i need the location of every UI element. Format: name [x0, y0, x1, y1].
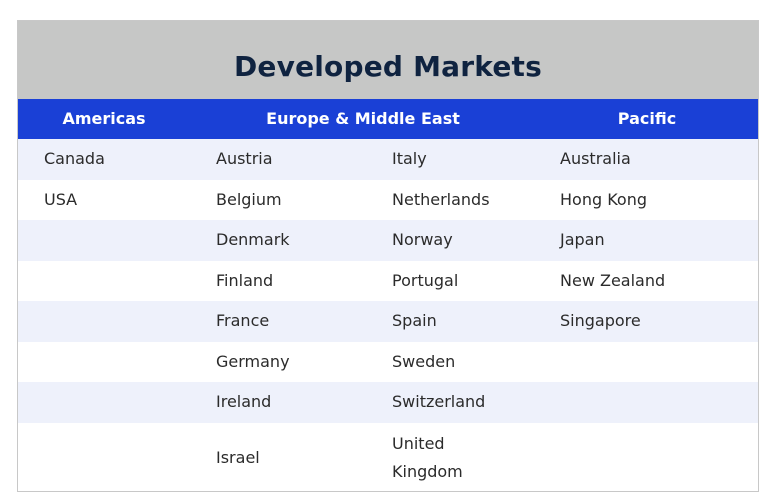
- table-row: Ireland Switzerland: [18, 382, 758, 423]
- column-header-europe-middle-east: Europe & Middle East: [266, 109, 460, 128]
- table-title: Developed Markets: [233, 50, 542, 83]
- europe-cell: Portugal: [392, 270, 459, 290]
- americas-cell: [44, 382, 194, 423]
- table-row: Finland Portugal New Zealand: [18, 261, 758, 302]
- americas-cell: [44, 261, 194, 302]
- americas-cell: [44, 301, 194, 342]
- pacific-cell: [560, 382, 750, 423]
- americas-cell: [44, 342, 194, 383]
- table-row: Germany Sweden: [18, 342, 758, 383]
- europe-cell: Switzerland: [392, 392, 486, 412]
- europe-cell: Norway: [392, 230, 453, 250]
- europe-cell: Israel: [216, 447, 260, 467]
- europe-cell: United Kingdom: [392, 433, 463, 481]
- americas-cell: [44, 220, 194, 261]
- americas-cell: [44, 423, 194, 492]
- table-row: Israel United Kingdom: [18, 423, 758, 492]
- table-row: Canada Austria Italy Australia: [18, 139, 758, 180]
- pacific-cell: New Zealand: [560, 270, 666, 290]
- pacific-cell: Singapore: [560, 311, 641, 331]
- pacific-cell: [560, 423, 750, 492]
- europe-cell: Sweden: [392, 351, 456, 371]
- developed-markets-table: Developed Markets Americas Europe & Midd…: [17, 20, 759, 492]
- americas-cell: Canada: [44, 149, 105, 169]
- pacific-cell: [560, 342, 750, 383]
- europe-cell: Spain: [392, 311, 437, 331]
- europe-cell: Austria: [216, 149, 273, 169]
- pacific-cell: Australia: [560, 149, 631, 169]
- column-header-pacific: Pacific: [617, 109, 677, 128]
- europe-cell: Finland: [216, 270, 274, 290]
- column-header-americas: Americas: [62, 109, 146, 128]
- americas-cell: USA: [44, 189, 78, 209]
- europe-cell: France: [216, 311, 270, 331]
- pacific-cell: Japan: [560, 230, 605, 250]
- europe-cell: Netherlands: [392, 189, 490, 209]
- table-row: Denmark Norway Japan: [18, 220, 758, 261]
- europe-cell: Denmark: [216, 230, 290, 250]
- title-bar: Developed Markets: [18, 21, 758, 99]
- europe-cell: Belgium: [216, 189, 282, 209]
- europe-cell: Italy: [392, 149, 427, 169]
- table-row: France Spain Singapore: [18, 301, 758, 342]
- pacific-cell: Hong Kong: [560, 189, 647, 209]
- europe-cell: Ireland: [216, 392, 272, 412]
- table-row: USA Belgium Netherlands Hong Kong: [18, 180, 758, 221]
- column-header-row: Americas Europe & Middle East Pacific: [18, 99, 758, 139]
- table-body: Canada Austria Italy Australia USA Belgi…: [18, 139, 758, 492]
- europe-cell: Germany: [216, 351, 290, 371]
